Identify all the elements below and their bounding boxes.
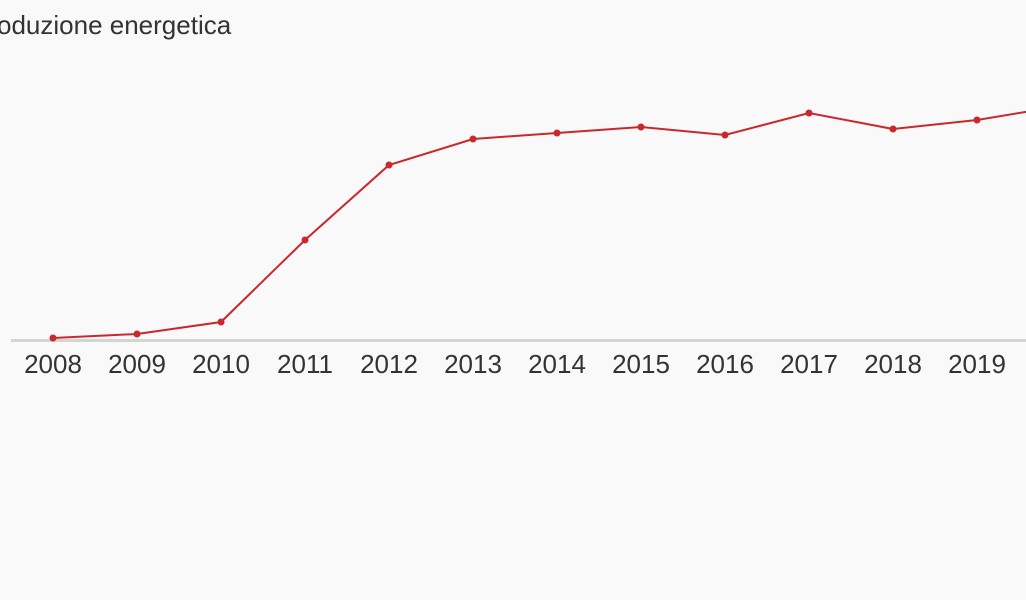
point — [637, 123, 645, 131]
point — [217, 318, 225, 326]
x-tick-label: 2014 — [528, 349, 586, 379]
x-tick-label: 2012 — [360, 349, 418, 379]
chart-title: oduzione energetica — [0, 10, 232, 40]
point — [973, 116, 981, 124]
x-tick-label: 2008 — [24, 349, 82, 379]
point — [721, 131, 729, 139]
x-tick-label: 2011 — [277, 349, 333, 379]
x-tick-label: 2009 — [108, 349, 166, 379]
point — [469, 135, 477, 143]
x-tick-label: 2019 — [948, 349, 1006, 379]
point — [553, 129, 561, 137]
point — [301, 236, 309, 244]
x-tick-label: 2017 — [780, 349, 838, 379]
x-tick-label: 2010 — [192, 349, 250, 379]
x-tick-label: 2018 — [864, 349, 922, 379]
x-tick-label: 2015 — [612, 349, 670, 379]
point — [889, 125, 897, 133]
point — [133, 330, 141, 338]
x-tick-label: 2016 — [696, 349, 754, 379]
x-tick-label: 2013 — [444, 349, 502, 379]
point — [49, 334, 57, 342]
point — [805, 109, 813, 117]
point — [385, 161, 393, 169]
